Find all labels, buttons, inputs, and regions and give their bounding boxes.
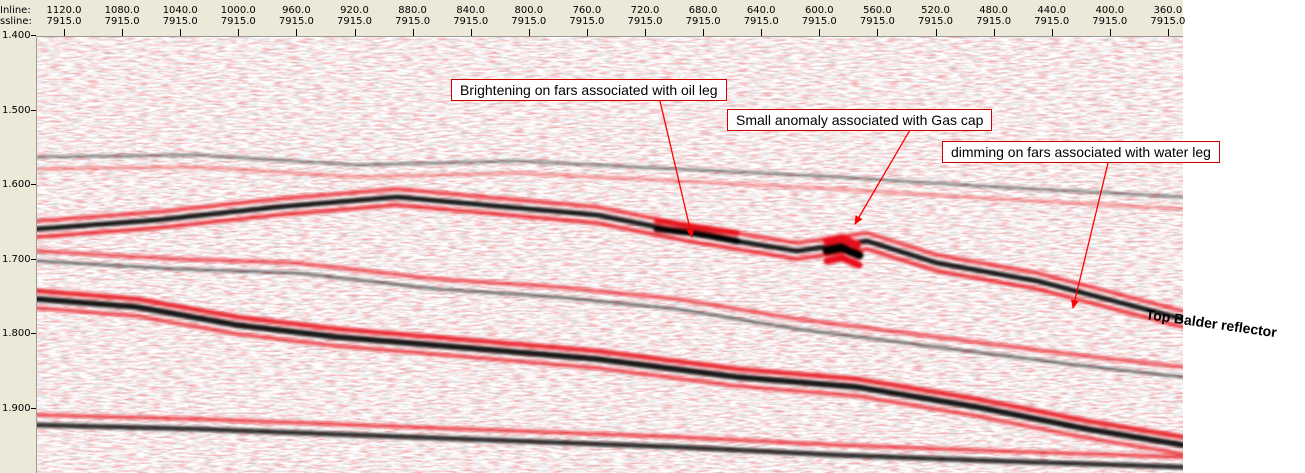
header-tick-mark: [586, 29, 588, 36]
header-tick-mark: [296, 29, 298, 36]
gas-cap-anomaly: [822, 243, 864, 260]
xline-tick-label: 7915.0: [859, 16, 895, 27]
xline-axis-label: ssline:: [0, 16, 32, 27]
xline-tick-label: 7915.0: [278, 16, 314, 27]
xline-tick-label: 7915.0: [918, 16, 953, 27]
reflector-band: [37, 202, 1183, 329]
inline-tick-label: 1080.0: [104, 5, 140, 16]
header-tick-mark: [238, 29, 240, 36]
xline-tick-label: 7915.0: [801, 16, 837, 27]
xline-tick-label: 7915.0: [743, 16, 779, 27]
reflector-band: [37, 306, 1183, 456]
xline-tick-label: 7915.0: [1150, 16, 1186, 27]
inline-tick-label: 1120.0: [46, 5, 82, 16]
inline-tick-label: 640.0: [746, 5, 776, 16]
trace-header-axis: Inline: ssline: 1120.0 7915.0 1080.0 7915.0…: [0, 0, 1186, 37]
inline-tick-label: 840.0: [456, 5, 486, 16]
xline-tick-label: 7915.0: [976, 16, 1012, 27]
header-tick-mark: [877, 29, 879, 36]
inline-tick-label: 920.0: [340, 5, 369, 16]
header-tick-mark: [528, 29, 530, 36]
time-tick-label: 1.700: [2, 253, 31, 265]
reflector-band: [37, 288, 1183, 440]
header-tick-mark: [122, 29, 124, 36]
header-tick-mark: [470, 29, 472, 36]
inline-tick-label: 480.0: [979, 5, 1008, 16]
inline-tick-label: 360.0: [1153, 5, 1183, 16]
inline-tick-label: 560.0: [863, 5, 892, 16]
time-tick-mark: [31, 35, 36, 36]
xline-tick-label: 7915.0: [511, 16, 547, 27]
xline-tick-label: 7915.0: [627, 16, 663, 27]
header-tick-mark: [64, 29, 65, 36]
header-tick-mark: [645, 29, 646, 36]
time-tick-mark: [31, 258, 36, 260]
gas-cap-anomaly: [823, 233, 861, 249]
inline-tick-label: 520.0: [921, 5, 950, 16]
inline-tick-label: 440.0: [1037, 5, 1067, 16]
time-tick-mark: [31, 184, 36, 186]
header-tick-mark: [703, 29, 705, 36]
gas-cap-anomaly: [823, 254, 863, 269]
time-tick-mark: [31, 408, 36, 409]
xline-tick-label: 7915.0: [162, 16, 198, 27]
time-tick-label: 1.600: [2, 179, 31, 191]
reflector-band: [37, 249, 1183, 369]
seismic-section[interactable]: [37, 37, 1183, 473]
header-tick-mark: [993, 29, 995, 36]
inline-tick-label: 1000.0: [220, 5, 256, 16]
inline-tick-label: 880.0: [398, 5, 427, 16]
time-tick-label: 1.800: [2, 328, 31, 340]
header-tick-mark: [1167, 29, 1169, 36]
header-tick-mark: [1051, 29, 1053, 36]
time-tick-mark: [31, 109, 36, 111]
reflector-band: [37, 153, 1183, 199]
xline-tick-label: 7915.0: [569, 16, 605, 27]
inline-tick-label: 600.0: [804, 5, 834, 16]
reflector-band: [37, 422, 1183, 470]
reflector-band: [37, 296, 1183, 448]
xline-tick-label: 7915.0: [104, 16, 140, 27]
xline-tick-label: 7915.0: [685, 16, 721, 27]
time-axis: 1.400 1.500 1.600 1.700 1.800 1.900: [0, 30, 37, 473]
reflector-band: [37, 165, 1183, 211]
header-tick-mark: [819, 29, 821, 36]
time-tick-label: 1.500: [2, 104, 31, 116]
header-tick-mark: [935, 29, 937, 36]
time-tick-mark: [31, 333, 36, 335]
time-tick-label: 1.400: [2, 30, 31, 41]
inline-tick-label: 800.0: [514, 5, 544, 16]
inline-tick-label: 680.0: [688, 5, 718, 16]
header-tick-mark: [180, 29, 182, 36]
header-tick-mark: [354, 29, 356, 36]
xline-tick-label: 7915.0: [337, 16, 372, 27]
inline-tick-label: 1040.0: [162, 5, 198, 16]
seismic-image: [37, 37, 1183, 473]
reflector-band: [37, 413, 1183, 459]
xline-tick-label: 7915.0: [395, 16, 431, 27]
xline-tick-label: 7915.0: [1092, 16, 1128, 27]
xline-tick-label: 7915.0: [1034, 16, 1070, 27]
inline-tick-label: 400.0: [1095, 5, 1125, 16]
inline-tick-label: 720.0: [630, 5, 660, 16]
header-tick-mark: [761, 29, 763, 36]
xline-tick-label: 7915.0: [453, 16, 489, 27]
xline-tick-label: 7915.0: [220, 16, 256, 27]
header-tick-mark: [412, 29, 414, 36]
xline-tick-label: 7915.0: [46, 16, 82, 27]
inline-tick-label: 960.0: [282, 5, 311, 16]
header-tick-mark: [1109, 29, 1111, 36]
inline-tick-label: 760.0: [572, 5, 602, 16]
time-tick-label: 1.900: [2, 403, 31, 414]
inline-axis-label: Inline:: [0, 5, 31, 16]
reflector-band: [37, 259, 1183, 379]
